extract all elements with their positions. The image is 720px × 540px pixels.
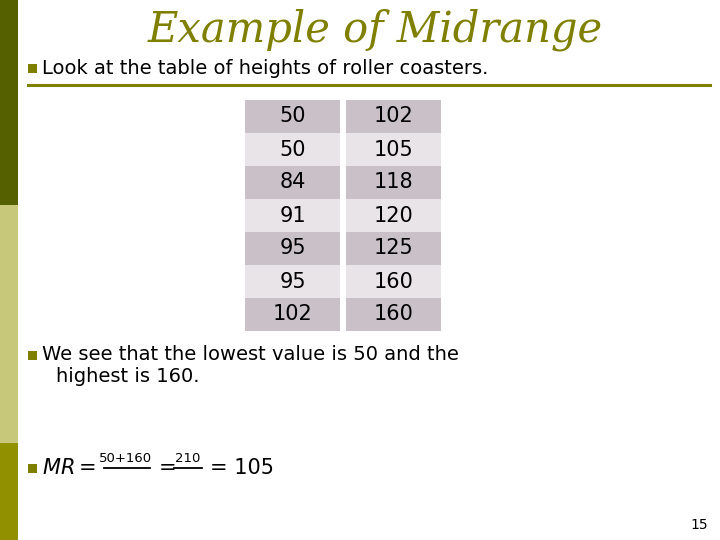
Bar [346,232,441,265]
Text: We see that the lowest value is 50 and the: We see that the lowest value is 50 and t… [42,346,459,365]
Text: 95: 95 [279,239,306,259]
Text: Example of Midrange: Example of Midrange [148,9,603,51]
Text: 105: 105 [374,139,413,159]
Text: =: = [159,458,176,478]
Text: = 105: = 105 [210,458,274,478]
Text: 160: 160 [374,272,413,292]
Text: highest is 160.: highest is 160. [56,368,199,387]
Text: 50: 50 [279,106,306,126]
Text: 120: 120 [374,206,413,226]
Bar [0,0,18,205]
Text: 102: 102 [273,305,312,325]
Text: 95: 95 [279,272,306,292]
Bar [28,350,37,360]
Text: 102: 102 [374,106,413,126]
Text: 84: 84 [279,172,306,192]
Bar [245,232,340,265]
Bar [346,166,441,199]
Bar [245,298,340,331]
Bar [28,463,37,472]
Text: 15: 15 [690,518,708,532]
Text: 125: 125 [374,239,413,259]
Bar [346,298,441,331]
Bar [245,265,340,298]
Text: $MR =$: $MR =$ [42,458,96,478]
Bar [245,133,340,166]
Bar [346,100,441,133]
Bar [245,199,340,232]
Bar [28,64,37,72]
Bar [346,133,441,166]
Bar [245,100,340,133]
Bar [0,205,18,443]
Text: 160: 160 [374,305,413,325]
Text: 50+160: 50+160 [99,453,153,465]
Text: 50: 50 [279,139,306,159]
Bar [245,166,340,199]
Text: 210: 210 [175,453,201,465]
Text: 118: 118 [374,172,413,192]
Bar [346,265,441,298]
Bar [0,443,18,540]
Text: Look at the table of heights of roller coasters.: Look at the table of heights of roller c… [42,58,488,78]
Bar [346,199,441,232]
Text: 91: 91 [279,206,306,226]
